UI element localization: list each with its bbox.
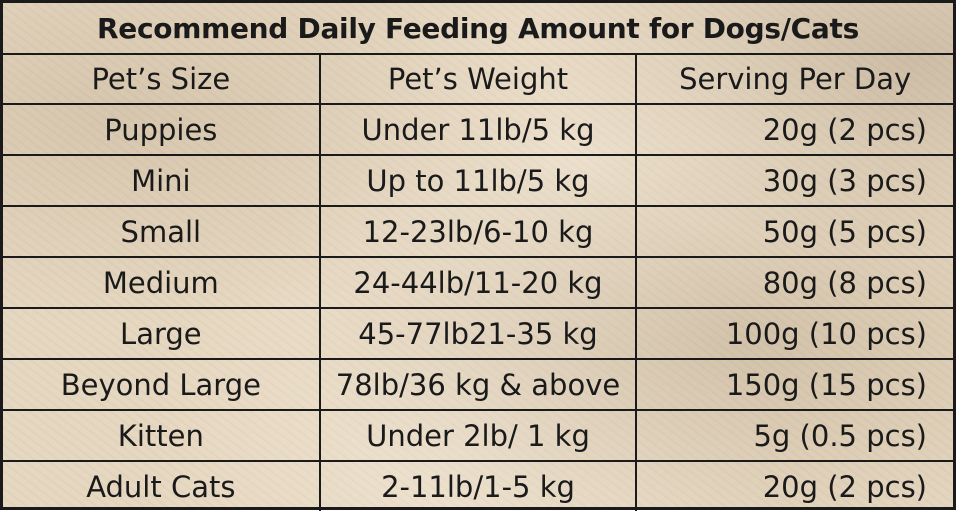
table-row: Small 12-23lb/6-10 kg 50g (5 pcs) [3,205,953,258]
header-row: Pet’s Size Pet’s Weight Serving Per Day [3,53,953,105]
table-row: Medium 24-44lb/11-20 kg 80g (8 pcs) [3,256,953,309]
table-row: Beyond Large 78lb/36 kg & above 150g (15… [3,358,953,411]
table-row: Puppies Under 11lb/5 kg 20g (2 pcs) [3,103,953,156]
cell-serving: 30g (3 pcs) [635,154,953,207]
cell-pet-size: Adult Cats [3,460,321,511]
table-row: Adult Cats 2-11lb/1-5 kg 20g (2 pcs) [3,460,953,511]
column-header-size: Pet’s Size [3,53,321,105]
cell-serving: 80g (8 pcs) [635,256,953,309]
column-header-weight: Pet’s Weight [318,53,638,105]
cell-pet-size: Mini [3,154,321,207]
cell-pet-size: Kitten [3,409,321,462]
feeding-table: Recommend Daily Feeding Amount for Dogs/… [3,3,953,511]
cell-pet-size: Medium [3,256,321,309]
cell-pet-weight: 2-11lb/1-5 kg [318,460,638,511]
cell-serving: 5g (0.5 pcs) [635,409,953,462]
cell-pet-size: Large [3,307,321,360]
cell-serving: 100g (10 pcs) [635,307,953,360]
cell-pet-weight: Under 11lb/5 kg [318,103,638,156]
cell-pet-weight: 45-77lb21-35 kg [318,307,638,360]
table-row: Large 45-77lb21-35 kg 100g (10 pcs) [3,307,953,360]
cell-serving: 20g (2 pcs) [635,460,953,511]
cell-serving: 150g (15 pcs) [635,358,953,411]
cell-pet-weight: 12-23lb/6-10 kg [318,205,638,258]
cell-pet-weight: Under 2lb/ 1 kg [318,409,638,462]
table-row: Kitten Under 2lb/ 1 kg 5g (0.5 pcs) [3,409,953,462]
cell-pet-size: Small [3,205,321,258]
cell-pet-weight: Up to 11lb/5 kg [318,154,638,207]
cell-pet-size: Beyond Large [3,358,321,411]
cell-serving: 20g (2 pcs) [635,103,953,156]
column-header-serving: Serving Per Day [635,53,953,105]
table-row: Mini Up to 11lb/5 kg 30g (3 pcs) [3,154,953,207]
cell-pet-weight: 24-44lb/11-20 kg [318,256,638,309]
table-title: Recommend Daily Feeding Amount for Dogs/… [3,3,953,55]
title-row: Recommend Daily Feeding Amount for Dogs/… [3,3,953,55]
cell-serving: 50g (5 pcs) [635,205,953,258]
cell-pet-weight: 78lb/36 kg & above [318,358,638,411]
cell-pet-size: Puppies [3,103,321,156]
